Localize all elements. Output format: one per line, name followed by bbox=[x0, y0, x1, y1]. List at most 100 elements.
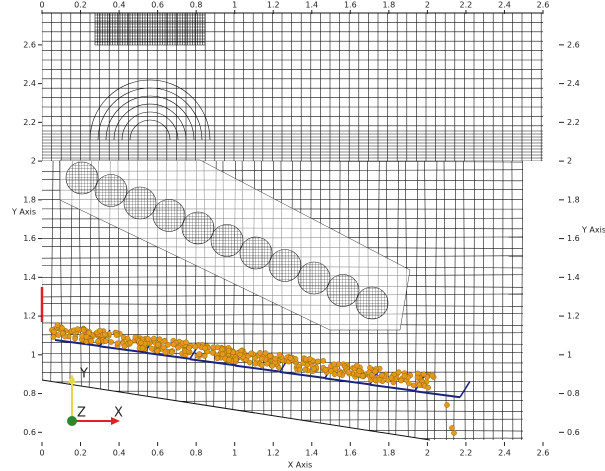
particle bbox=[127, 339, 134, 346]
particle bbox=[345, 369, 352, 376]
particle bbox=[272, 355, 279, 362]
particle bbox=[162, 349, 169, 356]
particle bbox=[287, 355, 294, 361]
baffle bbox=[189, 358, 236, 367]
particle bbox=[169, 349, 175, 355]
particle bbox=[369, 372, 375, 378]
baffle bbox=[279, 371, 326, 379]
particle bbox=[267, 353, 273, 359]
particle bbox=[395, 369, 402, 375]
particle bbox=[258, 355, 265, 362]
baffle bbox=[99, 345, 146, 354]
mesh-edge bbox=[42, 390, 523, 393]
particle bbox=[145, 336, 151, 342]
particle bbox=[51, 328, 57, 335]
mesh-edge bbox=[414, 161, 419, 440]
refined-disc bbox=[268, 249, 302, 282]
baffle bbox=[324, 377, 371, 386]
particle bbox=[420, 371, 427, 378]
particle bbox=[154, 348, 161, 354]
particle bbox=[196, 351, 202, 357]
refined-disc bbox=[65, 161, 99, 195]
particle bbox=[114, 340, 121, 346]
triad-z bbox=[67, 416, 77, 426]
baffle bbox=[414, 390, 461, 399]
particle bbox=[310, 365, 317, 372]
refined-disc bbox=[94, 174, 128, 207]
refined-disc bbox=[297, 261, 331, 295]
x-tick-label-top: 0.4 bbox=[113, 1, 126, 10]
y-tick-label: 2.4 bbox=[23, 79, 36, 88]
x-tick-label-top: 1 bbox=[232, 1, 237, 10]
particle bbox=[214, 355, 221, 362]
y-tick-label: 1.2 bbox=[23, 312, 36, 321]
particle bbox=[233, 356, 239, 363]
particle bbox=[359, 373, 366, 379]
refined-disc bbox=[123, 186, 157, 220]
particle bbox=[113, 332, 120, 338]
particle bbox=[165, 341, 171, 348]
particle bbox=[151, 335, 157, 342]
particle bbox=[388, 374, 394, 381]
particle bbox=[138, 339, 144, 346]
particle bbox=[252, 360, 259, 367]
particle bbox=[414, 370, 421, 377]
particle bbox=[83, 334, 90, 340]
x-tick-label-top: 1.2 bbox=[267, 1, 280, 10]
y-tick-label-right: 0.6 bbox=[567, 428, 580, 437]
refined-disc bbox=[152, 199, 186, 232]
particle bbox=[170, 341, 177, 348]
mesh-edge bbox=[42, 322, 523, 326]
upper-mesh bbox=[42, 13, 543, 161]
x-tick-label-top: 2.6 bbox=[537, 1, 550, 10]
particle bbox=[214, 344, 221, 351]
particle bbox=[95, 338, 101, 344]
baffle bbox=[234, 364, 281, 373]
y-tick-label: 2.2 bbox=[23, 118, 36, 127]
mesh-edge bbox=[42, 161, 523, 163]
x-tick-label: 0 bbox=[39, 449, 44, 458]
x-tick-label-top: 0.2 bbox=[74, 1, 87, 10]
particle bbox=[302, 366, 308, 373]
y-tick-label: 2.6 bbox=[23, 40, 36, 49]
x-axis-label: X Axis bbox=[288, 461, 313, 470]
refined-disc bbox=[355, 286, 389, 320]
refined-disc bbox=[210, 224, 244, 257]
particle bbox=[102, 331, 108, 338]
refined-disc bbox=[326, 274, 360, 307]
x-tick-label-top: 0.6 bbox=[151, 1, 164, 10]
y-tick-label-right: 1.2 bbox=[567, 312, 580, 321]
x-tick-label-top: 1.6 bbox=[344, 1, 357, 10]
y-tick-label: 1.8 bbox=[23, 195, 36, 204]
particle bbox=[161, 338, 168, 345]
y-tick-label-right: 1.8 bbox=[567, 195, 580, 204]
mesh-arc bbox=[129, 119, 171, 141]
mesh-arc bbox=[89, 79, 211, 141]
y-tick-label-right: 1 bbox=[567, 350, 572, 359]
particle bbox=[202, 345, 209, 352]
particle bbox=[59, 325, 65, 331]
particle bbox=[331, 371, 338, 378]
particle bbox=[160, 344, 167, 350]
x-tick-label: 2.2 bbox=[460, 449, 473, 458]
particle bbox=[322, 366, 329, 373]
particle bbox=[175, 344, 182, 351]
particle bbox=[148, 345, 155, 352]
y-tick-label-right: 1.4 bbox=[567, 273, 580, 282]
particle bbox=[54, 322, 61, 328]
y-tick-label-right: 2.6 bbox=[567, 40, 580, 49]
particle bbox=[201, 353, 208, 359]
particle bbox=[332, 365, 339, 372]
x-tick-label-top: 0 bbox=[39, 1, 44, 10]
particle bbox=[209, 349, 216, 356]
particle bbox=[97, 327, 103, 334]
mesh-edge bbox=[511, 161, 514, 440]
particle bbox=[139, 345, 146, 351]
x-tick-label-top: 2.2 bbox=[460, 1, 473, 10]
baffle bbox=[54, 339, 101, 347]
y-tick-label-right: 2.2 bbox=[567, 118, 580, 127]
x-tick-label: 1.4 bbox=[305, 449, 318, 458]
mesh-arc bbox=[113, 103, 187, 141]
x-tick-label: 1 bbox=[232, 449, 237, 458]
